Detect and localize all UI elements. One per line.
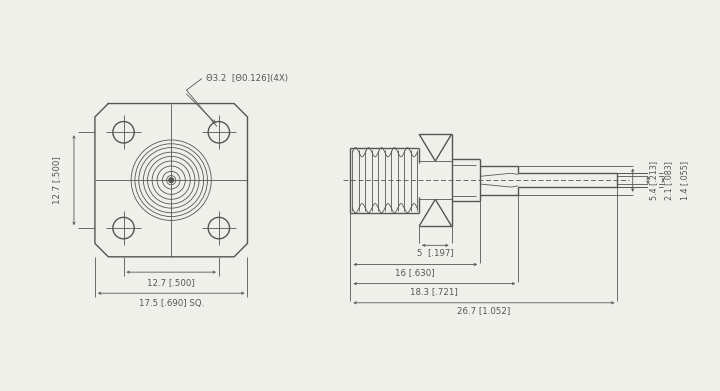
Text: 12.7 [.500]: 12.7 [.500]	[148, 278, 195, 287]
Text: 18.3 [.721]: 18.3 [.721]	[410, 287, 458, 296]
Circle shape	[169, 178, 174, 183]
Text: 26.7 [1.052]: 26.7 [1.052]	[457, 306, 510, 315]
Text: 5.4 [.213]: 5.4 [.213]	[649, 161, 658, 200]
Text: 5  [.197]: 5 [.197]	[417, 248, 454, 258]
Text: 12.7 [.500]: 12.7 [.500]	[53, 156, 61, 204]
Text: 16 [.630]: 16 [.630]	[395, 267, 435, 277]
Text: 17.5 [.690] SQ.: 17.5 [.690] SQ.	[138, 300, 204, 308]
Text: Θ3.2  [Θ0.126](4X): Θ3.2 [Θ0.126](4X)	[205, 74, 287, 83]
Text: 2.1 [.083]: 2.1 [.083]	[665, 161, 673, 200]
Text: 1.4 [.055]: 1.4 [.055]	[680, 161, 689, 200]
